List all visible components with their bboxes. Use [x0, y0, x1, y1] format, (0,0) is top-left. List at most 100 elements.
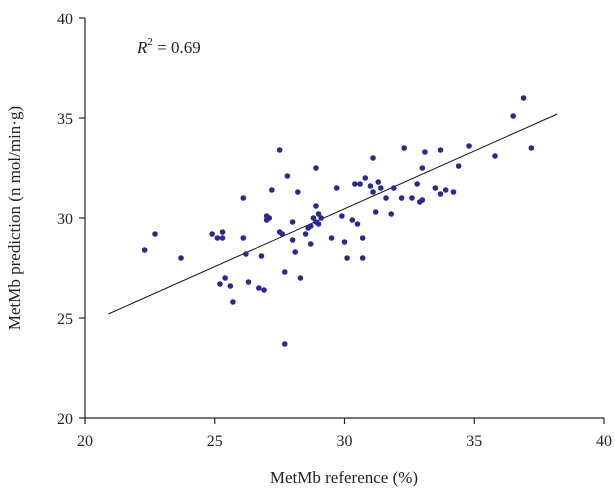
data-point: [313, 203, 319, 209]
r-squared-superscript: 2: [147, 36, 153, 48]
data-point: [414, 181, 420, 187]
regression-line: [108, 113, 558, 315]
data-points: [141, 95, 535, 347]
data-point: [214, 235, 221, 241]
data-point: [422, 149, 428, 155]
data-point: [284, 173, 291, 179]
data-point: [357, 181, 363, 187]
data-point: [419, 197, 426, 203]
data-point: [294, 189, 301, 195]
data-point: [313, 165, 319, 171]
data-point: [354, 221, 361, 227]
y-tick-label: 20: [57, 411, 73, 428]
data-point: [289, 219, 296, 225]
data-point: [178, 255, 184, 261]
data-point: [375, 179, 382, 185]
data-point: [289, 237, 296, 243]
data-point: [315, 221, 322, 227]
data-point: [520, 95, 527, 101]
data-point: [370, 155, 376, 161]
data-point: [466, 143, 472, 149]
x-tick-label: 35: [466, 433, 482, 450]
data-point: [344, 255, 350, 261]
data-point: [141, 247, 148, 253]
y-tick-label: 35: [57, 111, 73, 128]
data-point: [419, 165, 426, 171]
data-point: [378, 185, 384, 191]
data-point: [349, 217, 356, 223]
data-point: [269, 187, 275, 193]
data-point: [492, 153, 498, 159]
data-point: [442, 187, 449, 193]
data-point: [240, 235, 247, 241]
x-axis-title: MetMb reference (%): [270, 468, 418, 487]
x-tick-label: 20: [77, 433, 93, 450]
data-point: [240, 195, 247, 201]
data-point: [276, 147, 283, 153]
data-point: [432, 185, 439, 191]
data-point: [328, 235, 335, 241]
y-tick-label: 40: [57, 11, 73, 28]
data-point: [372, 209, 379, 215]
data-point: [209, 231, 215, 237]
data-point: [528, 145, 535, 151]
data-point: [282, 269, 288, 275]
data-point: [437, 147, 444, 153]
plot-frame: [84, 18, 604, 419]
x-ticks: 20 25 30 35 40: [77, 418, 612, 450]
r-squared-base: R: [136, 38, 148, 57]
y-tick-label: 25: [57, 311, 73, 328]
y-tick-label: 30: [57, 211, 73, 228]
r-squared-value: = 0.69: [153, 38, 201, 57]
x-tick-label: 25: [207, 433, 223, 450]
data-point: [339, 213, 345, 219]
data-point: [222, 275, 228, 281]
x-tick-label: 30: [337, 433, 353, 450]
data-point: [362, 175, 369, 181]
data-point: [367, 183, 374, 189]
data-point: [437, 191, 444, 197]
data-point: [256, 285, 262, 291]
data-point: [292, 249, 298, 255]
data-point: [359, 255, 366, 261]
data-point: [315, 211, 322, 217]
data-point: [401, 145, 407, 151]
data-point: [258, 253, 265, 259]
data-point: [341, 239, 348, 245]
data-point: [510, 113, 516, 119]
data-point: [409, 195, 415, 201]
data-point: [219, 229, 226, 235]
data-point: [450, 189, 457, 195]
data-point: [261, 287, 267, 293]
data-point: [243, 251, 249, 257]
data-point: [282, 341, 288, 347]
data-point: [217, 281, 223, 287]
data-point: [383, 195, 389, 201]
data-point: [266, 215, 273, 221]
data-point: [455, 163, 462, 169]
data-point: [230, 299, 236, 305]
data-point: [307, 223, 314, 229]
data-point: [370, 189, 376, 195]
fit-line-group: [108, 113, 558, 315]
y-ticks: 20 25 30 35 40: [57, 11, 85, 428]
data-point: [333, 185, 340, 191]
r-squared-annotation: R2 = 0.69: [136, 36, 201, 57]
data-point: [352, 181, 358, 187]
data-point: [245, 279, 252, 285]
data-point: [398, 195, 405, 201]
data-point: [219, 235, 226, 241]
data-point: [279, 231, 286, 237]
data-point: [297, 275, 304, 281]
data-point: [307, 241, 314, 247]
data-point: [227, 283, 234, 289]
data-point: [391, 185, 397, 191]
data-point: [302, 231, 309, 237]
y-axis-title: MetMb prediction (n mol/min·g): [5, 106, 24, 330]
data-point: [388, 211, 395, 217]
data-point: [359, 235, 366, 241]
data-point: [152, 231, 158, 237]
data-point: [310, 215, 317, 221]
data-point: [318, 215, 324, 221]
